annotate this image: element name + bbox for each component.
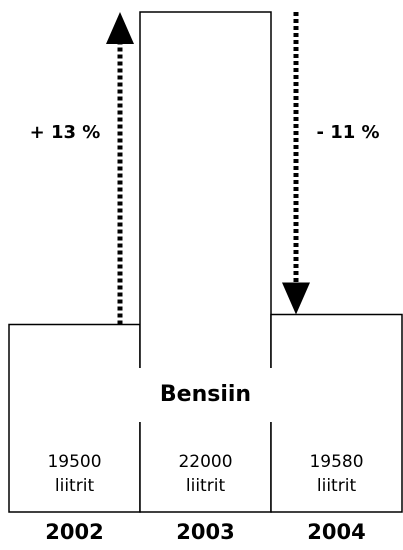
arrow-head	[282, 282, 310, 315]
value-label: 19580	[309, 452, 363, 472]
value-label: 22000	[178, 452, 232, 472]
label-gap	[135, 368, 276, 422]
x-tick-label: 2004	[307, 520, 365, 544]
arrow-head	[106, 12, 134, 44]
value-label: 19500	[47, 452, 101, 472]
bar	[8, 323, 141, 513]
bar	[139, 11, 272, 513]
annotation: - 11 %	[316, 122, 379, 143]
annotation: + 13 %	[30, 122, 101, 143]
unit-label: liitrit	[186, 476, 226, 496]
x-tick-label: 2003	[176, 520, 234, 544]
x-tick-label: 2002	[45, 520, 103, 544]
unit-label: liitrit	[317, 476, 357, 496]
unit-label: liitrit	[55, 476, 95, 496]
bar	[270, 313, 403, 513]
series-label: Bensiin	[160, 382, 251, 407]
